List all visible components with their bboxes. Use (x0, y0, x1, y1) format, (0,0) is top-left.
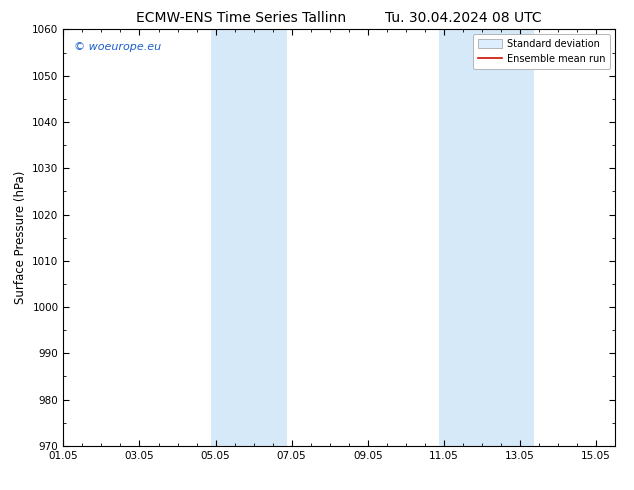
Text: Tu. 30.04.2024 08 UTC: Tu. 30.04.2024 08 UTC (384, 11, 541, 25)
Bar (210, 29, 287, 446)
Bar (439, 29, 534, 446)
Legend: Standard deviation, Ensemble mean run: Standard deviation, Ensemble mean run (473, 34, 610, 69)
Y-axis label: Surface Pressure (hPa): Surface Pressure (hPa) (14, 171, 27, 304)
Text: ECMW-ENS Time Series Tallinn: ECMW-ENS Time Series Tallinn (136, 11, 346, 25)
Text: © woeurope.eu: © woeurope.eu (74, 42, 162, 52)
